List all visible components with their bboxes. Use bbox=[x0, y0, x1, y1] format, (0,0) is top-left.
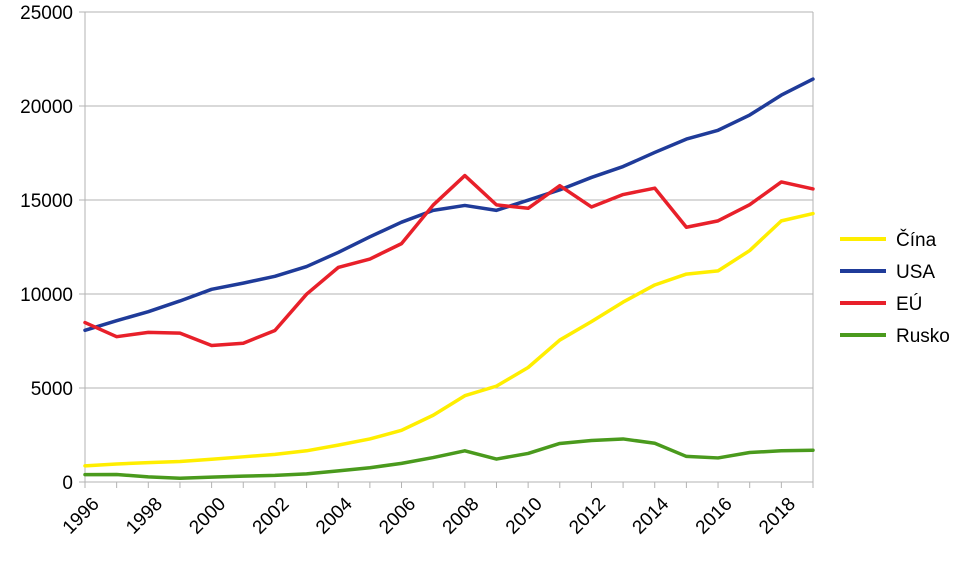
x-axis-tick-labels: 1996 1998 2000 2002 2004 2006 2008 2010 2012 2014… bbox=[59, 493, 800, 538]
series-lines bbox=[83, 77, 815, 480]
x-tick-label: 2006 bbox=[375, 494, 420, 539]
series-line-čína bbox=[83, 211, 815, 468]
axes bbox=[79, 11, 814, 488]
y-tick-label: 0 bbox=[62, 473, 73, 494]
x-tick-label: 2000 bbox=[185, 494, 230, 539]
x-tick-label: 1998 bbox=[122, 494, 167, 539]
series-line-eú bbox=[83, 173, 815, 348]
legend-label: EÚ bbox=[896, 293, 922, 315]
x-tick-label: 2012 bbox=[565, 494, 610, 539]
gridlines bbox=[85, 11, 813, 483]
y-tick-label: 10000 bbox=[20, 285, 73, 306]
y-tick-label: 15000 bbox=[20, 191, 73, 212]
y-axis-tick-labels: 0 5000 10000 15000 20000 25000 bbox=[20, 3, 73, 494]
y-tick-label: 5000 bbox=[31, 379, 73, 400]
x-tick-label: 2008 bbox=[439, 494, 484, 539]
x-tick-label: 2014 bbox=[629, 493, 674, 538]
legend: Čína USA EÚ Rusko bbox=[840, 229, 950, 347]
x-tick-label: 2010 bbox=[502, 494, 547, 539]
y-tick-label: 20000 bbox=[20, 97, 73, 118]
x-tick-label: 2018 bbox=[755, 494, 800, 539]
legend-label: USA bbox=[896, 262, 935, 283]
x-tick-label: 2004 bbox=[312, 493, 357, 538]
x-tick-label: 1996 bbox=[59, 494, 104, 539]
legend-label: Rusko bbox=[896, 326, 950, 347]
series-line-rusko bbox=[83, 437, 815, 480]
x-tick-label: 2002 bbox=[249, 494, 294, 539]
x-tick-label: 2016 bbox=[692, 494, 737, 539]
legend-label: Čína bbox=[896, 229, 937, 251]
y-tick-label: 25000 bbox=[20, 3, 73, 24]
series-line-usa bbox=[83, 77, 815, 333]
